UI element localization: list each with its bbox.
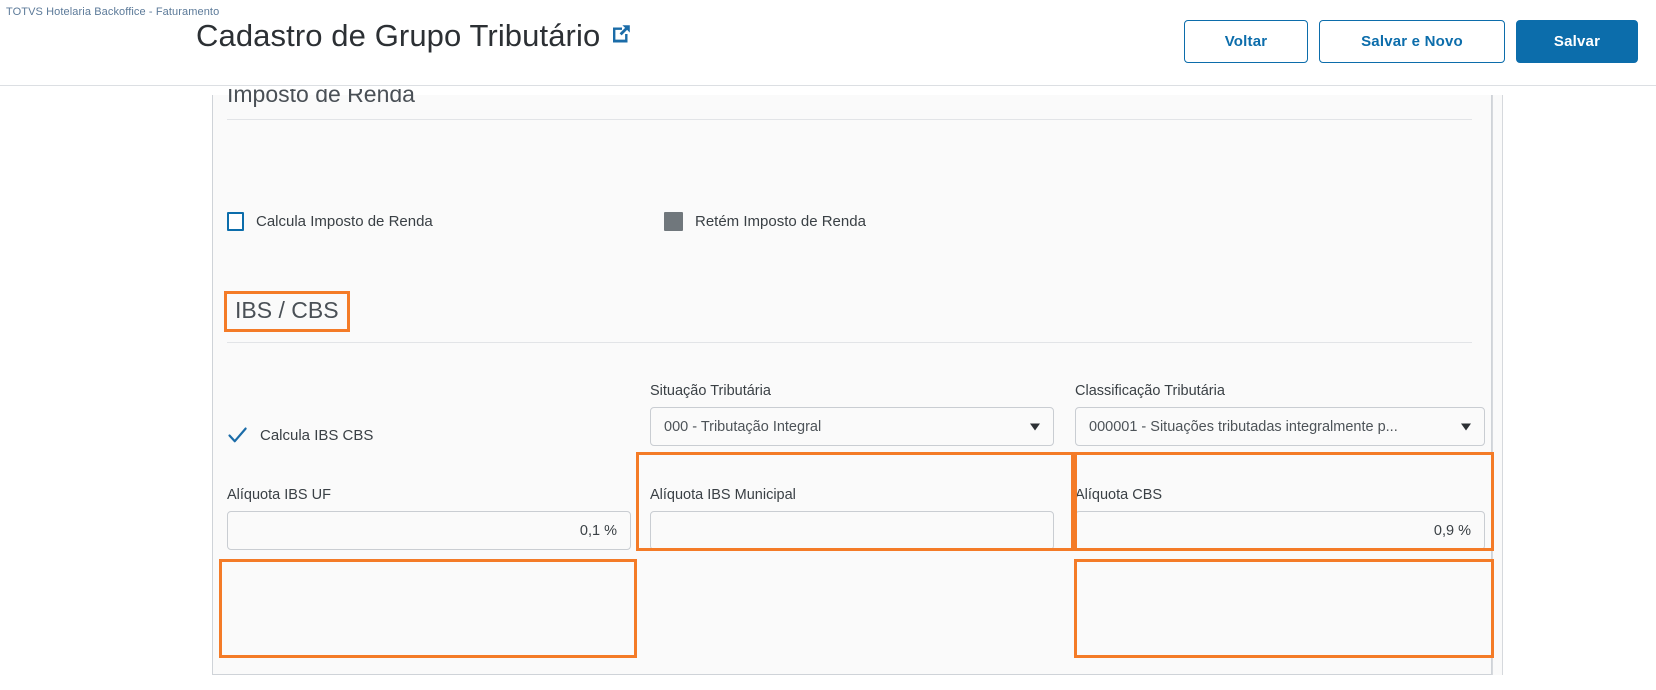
- checkbox-retem-imposto-renda-label: Retém Imposto de Renda: [695, 213, 866, 230]
- input-aliquota-ibs-municipal[interactable]: [650, 511, 1054, 550]
- field-aliquota-cbs: Alíquota CBS 0,9 %: [1075, 487, 1485, 550]
- section-title-ibs-cbs: IBS / CBS: [224, 291, 350, 332]
- save-button[interactable]: Salvar: [1516, 20, 1638, 63]
- input-aliquota-ibs-uf-value: 0,1 %: [579, 522, 617, 539]
- section-divider-ibs-cbs: [227, 342, 1472, 343]
- tax-group-form-card: Imposto de Renda Calcula Imposto de Rend…: [212, 89, 1492, 675]
- section-title-imposto-renda-text: Imposto de Renda: [227, 89, 415, 107]
- checkmark-icon[interactable]: [227, 425, 248, 446]
- external-link-icon[interactable]: [610, 17, 632, 53]
- section-title-imposto-renda: Imposto de Renda: [227, 89, 1472, 117]
- field-label-situacao-tributaria: Situação Tributária: [650, 383, 771, 399]
- input-aliquota-cbs[interactable]: 0,9 %: [1075, 511, 1485, 550]
- section-divider-imposto-renda: [227, 119, 1472, 120]
- field-label-aliquota-cbs: Alíquota CBS: [1075, 487, 1163, 503]
- imposto-renda-checkbox-row: Calcula Imposto de Renda Retém Imposto d…: [227, 212, 1472, 236]
- select-classificacao-tributaria-value: 000001 - Situações tributadas integralme…: [1089, 418, 1398, 435]
- chevron-down-icon[interactable]: [1461, 423, 1471, 430]
- page-title-text: Cadastro de Grupo Tributário: [196, 18, 601, 53]
- checkbox-calcula-ibs-cbs-label: Calcula IBS CBS: [260, 427, 374, 444]
- page-title: Cadastro de Grupo Tributário: [196, 18, 632, 56]
- checkbox-calcula-imposto-renda[interactable]: Calcula Imposto de Renda: [227, 212, 433, 231]
- app-header: TOTVS Hotelaria Backoffice - Faturamento…: [0, 0, 1656, 86]
- save-and-new-button[interactable]: Salvar e Novo: [1319, 20, 1505, 63]
- checkbox-disabled-icon: [664, 212, 683, 231]
- header-action-buttons: Voltar Salvar e Novo Salvar: [1184, 20, 1638, 63]
- field-label-aliquota-ibs-uf: Alíquota IBS UF: [227, 487, 331, 503]
- checkbox-calcula-imposto-renda-label: Calcula Imposto de Renda: [256, 213, 433, 230]
- field-label-classificacao-tributaria: Classificação Tributária: [1075, 383, 1225, 399]
- back-button[interactable]: Voltar: [1184, 20, 1308, 63]
- vertical-scrollbar[interactable]: [1492, 95, 1503, 675]
- form-content-area: Imposto de Renda Calcula Imposto de Rend…: [0, 86, 1656, 690]
- field-aliquota-ibs-uf: Alíquota IBS UF 0,1 %: [227, 487, 631, 550]
- select-classificacao-tributaria[interactable]: 000001 - Situações tributadas integralme…: [1075, 407, 1485, 446]
- field-calcula-ibs-cbs: Calcula IBS CBS: [227, 425, 627, 446]
- input-aliquota-cbs-value: 0,9 %: [1433, 522, 1471, 539]
- checkbox-retem-imposto-renda: Retém Imposto de Renda: [664, 212, 866, 231]
- field-situacao-tributaria: Situação Tributária 000 - Tributação Int…: [650, 383, 1054, 446]
- input-aliquota-ibs-uf[interactable]: 0,1 %: [227, 511, 631, 550]
- select-situacao-tributaria-value: 000 - Tributação Integral: [664, 418, 822, 435]
- field-label-aliquota-ibs-municipal: Alíquota IBS Municipal: [650, 487, 796, 503]
- chevron-down-icon[interactable]: [1030, 423, 1040, 430]
- field-aliquota-ibs-municipal: Alíquota IBS Municipal: [650, 487, 1054, 550]
- checkbox-unchecked-icon[interactable]: [227, 212, 244, 231]
- breadcrumb: TOTVS Hotelaria Backoffice - Faturamento: [6, 6, 220, 18]
- checkbox-calcula-ibs-cbs[interactable]: Calcula IBS CBS: [227, 425, 627, 446]
- field-classificacao-tributaria: Classificação Tributária 000001 - Situaç…: [1075, 383, 1485, 446]
- select-situacao-tributaria[interactable]: 000 - Tributação Integral: [650, 407, 1054, 446]
